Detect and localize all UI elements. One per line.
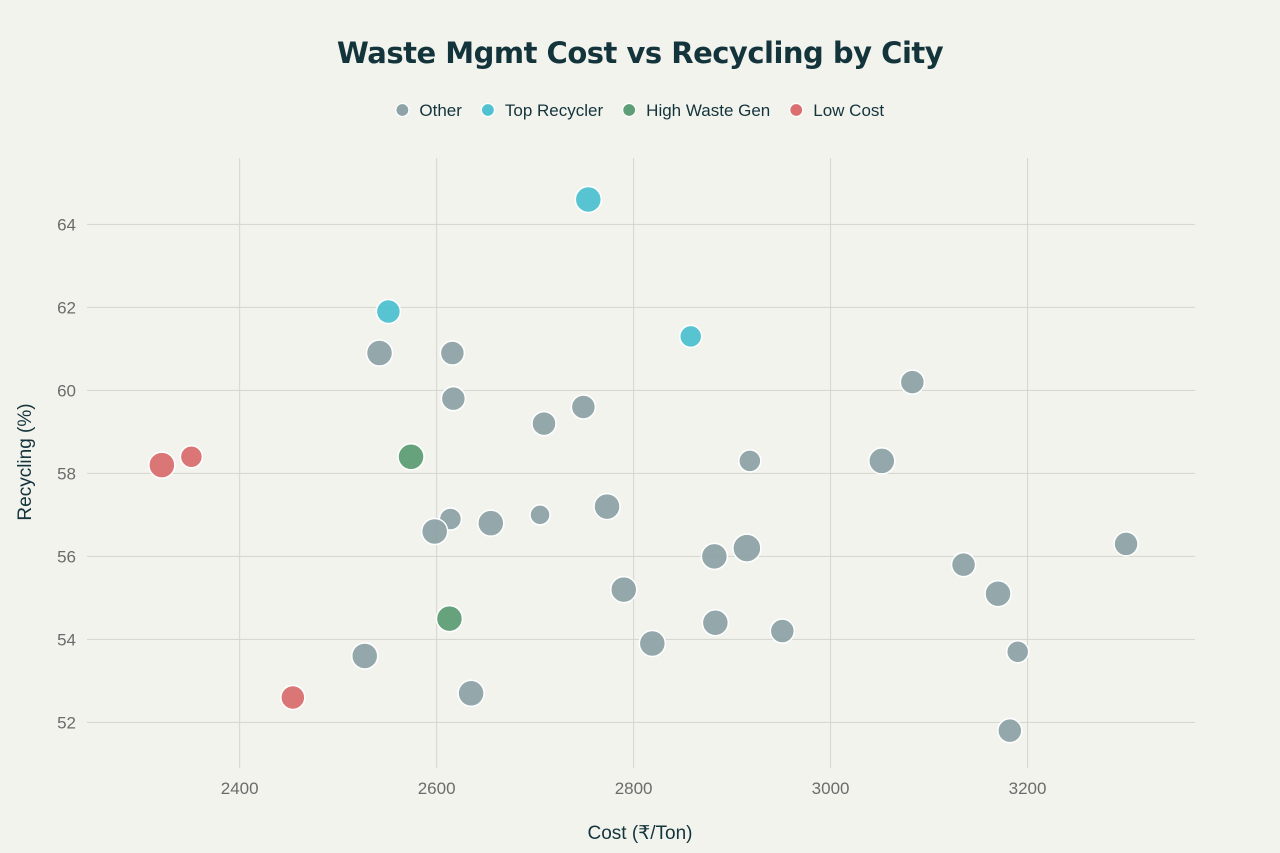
data-point xyxy=(397,443,425,471)
legend-item: Top Recycler xyxy=(480,101,604,120)
legend-item: Other xyxy=(395,101,462,120)
legend-marker xyxy=(789,102,804,118)
data-point xyxy=(1005,640,1030,664)
y-axis-title: Recycling (%) xyxy=(15,403,36,520)
data-point xyxy=(984,579,1012,608)
data-point xyxy=(950,551,977,578)
legend-marker xyxy=(480,102,495,118)
data-point xyxy=(997,717,1023,744)
legend-item: Low Cost xyxy=(789,101,884,120)
data-point xyxy=(899,369,926,395)
y-tick-label: 62 xyxy=(57,298,76,317)
legend-marker xyxy=(395,102,410,118)
data-point xyxy=(700,542,729,571)
y-tick-label: 60 xyxy=(57,381,76,400)
y-tick-label: 52 xyxy=(57,713,76,732)
x-tick-label: 2600 xyxy=(418,779,456,798)
legend: Other Top Recycler High Waste Gen Low Cost xyxy=(395,101,884,120)
data-point xyxy=(769,618,796,644)
data-point xyxy=(593,492,621,521)
data-point xyxy=(435,604,464,633)
data-point xyxy=(179,445,204,469)
data-point xyxy=(440,385,467,412)
data-point xyxy=(148,451,176,479)
x-tick-label: 2400 xyxy=(221,779,259,798)
data-point xyxy=(457,679,485,708)
data-point xyxy=(701,609,730,637)
data-point xyxy=(732,533,762,563)
legend-marker xyxy=(622,102,637,118)
data-point xyxy=(638,629,667,658)
data-points xyxy=(148,185,1139,744)
series-top-recycler xyxy=(375,185,703,349)
y-tick-label: 58 xyxy=(57,464,76,483)
data-point xyxy=(350,642,379,670)
y-tick-label: 64 xyxy=(57,215,76,234)
series-low-cost xyxy=(148,445,306,711)
y-gridlines xyxy=(87,223,1195,723)
data-point xyxy=(574,185,603,214)
chart-title: Waste Mgmt Cost vs Recycling by City xyxy=(337,36,944,70)
data-point xyxy=(439,340,466,366)
data-point xyxy=(610,575,638,604)
x-axis-title: Cost (₹/Ton) xyxy=(587,823,692,844)
data-point xyxy=(868,447,896,475)
legend-label: Low Cost xyxy=(813,101,884,120)
data-point xyxy=(570,394,597,420)
data-point xyxy=(420,517,449,546)
x-tick-label: 3200 xyxy=(1009,779,1047,798)
legend-item: High Waste Gen xyxy=(622,101,770,120)
legend-label: Top Recycler xyxy=(505,101,604,120)
data-point xyxy=(1113,531,1139,557)
data-point xyxy=(678,324,703,349)
series-high-waste-gen xyxy=(397,443,464,633)
tick-labels: 2400 2600 2800 3000 3200 52 54 56 58 60 62 64 xyxy=(57,215,1046,798)
data-point xyxy=(529,504,551,526)
data-point xyxy=(477,509,505,537)
data-point xyxy=(375,298,402,325)
legend-label: High Waste Gen xyxy=(646,101,770,120)
x-gridlines xyxy=(239,158,1029,768)
x-tick-label: 2800 xyxy=(615,779,653,798)
legend-label: Other xyxy=(419,101,462,120)
data-point xyxy=(531,410,557,437)
data-point xyxy=(738,449,762,473)
y-tick-label: 54 xyxy=(57,630,76,649)
data-point xyxy=(365,339,394,367)
x-tick-label: 3000 xyxy=(812,779,850,798)
y-tick-label: 56 xyxy=(57,547,76,566)
series-other xyxy=(350,339,1139,744)
data-point xyxy=(280,684,306,711)
